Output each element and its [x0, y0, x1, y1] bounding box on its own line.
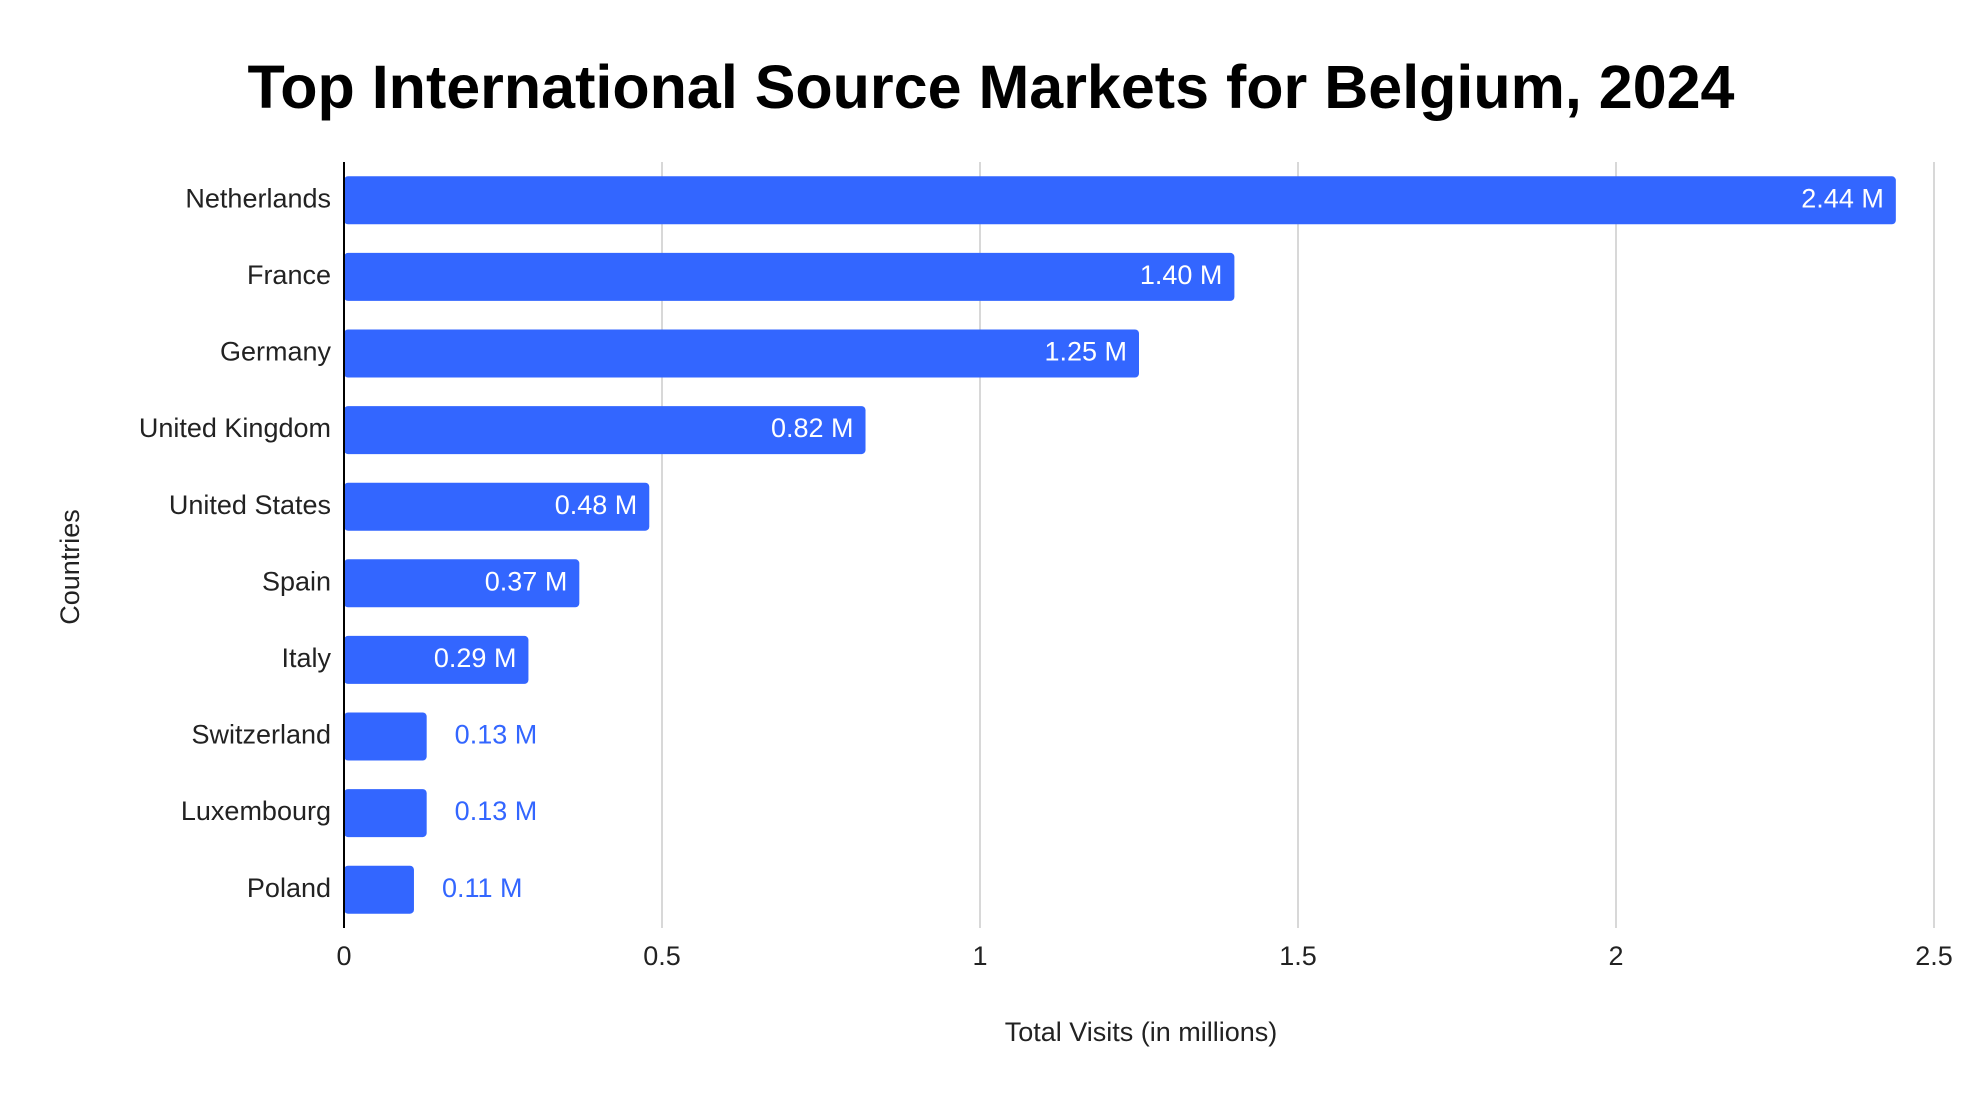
- category-label: United States: [169, 490, 331, 520]
- x-tick-label: 0.5: [643, 941, 681, 971]
- category-label: Poland: [247, 873, 331, 903]
- data-label: 0.13 M: [455, 720, 538, 750]
- x-tick-label: 1: [972, 941, 987, 971]
- x-tick-label: 2.5: [1915, 941, 1953, 971]
- data-label: 0.48 M: [555, 490, 638, 520]
- data-label: 0.29 M: [434, 643, 517, 673]
- category-label: Netherlands: [185, 183, 331, 213]
- x-tick-label: 1.5: [1279, 941, 1317, 971]
- bar: [344, 329, 1139, 378]
- category-label: Luxembourg: [181, 796, 331, 826]
- category-label: Germany: [220, 337, 332, 367]
- bars: [344, 176, 1896, 914]
- bar: [344, 482, 650, 531]
- data-label: 0.11 M: [442, 873, 523, 903]
- bar: [344, 252, 1235, 301]
- category-label: Switzerland: [191, 720, 331, 750]
- category-label: United Kingdom: [139, 413, 331, 443]
- bar: [344, 635, 529, 684]
- y-axis-title: Countries: [55, 509, 85, 625]
- bar: [344, 789, 427, 838]
- data-label: 0.82 M: [771, 413, 854, 443]
- data-label: 0.13 M: [455, 796, 538, 826]
- chart-title: Top International Source Markets for Bel…: [247, 53, 1735, 121]
- data-label: 2.44 M: [1801, 183, 1884, 213]
- labels: 0 0.5 1 1.5 2 2.5 Netherlands 2.44 M France 1.40 …: [139, 183, 1953, 971]
- category-label: Italy: [281, 643, 331, 673]
- bar: [344, 176, 1896, 225]
- x-tick-label: 0: [336, 941, 351, 971]
- bar: [344, 712, 427, 761]
- category-label: Spain: [262, 566, 331, 596]
- data-label: 1.25 M: [1044, 337, 1127, 367]
- data-label: 1.40 M: [1140, 260, 1223, 290]
- bar: [344, 406, 866, 455]
- bar: [344, 865, 414, 914]
- x-axis-title: Total Visits (in millions): [1005, 1017, 1278, 1047]
- bar: [344, 559, 580, 608]
- x-tick-label: 2: [1608, 941, 1623, 971]
- data-label: 0.37 M: [485, 566, 568, 596]
- category-label: France: [247, 260, 331, 290]
